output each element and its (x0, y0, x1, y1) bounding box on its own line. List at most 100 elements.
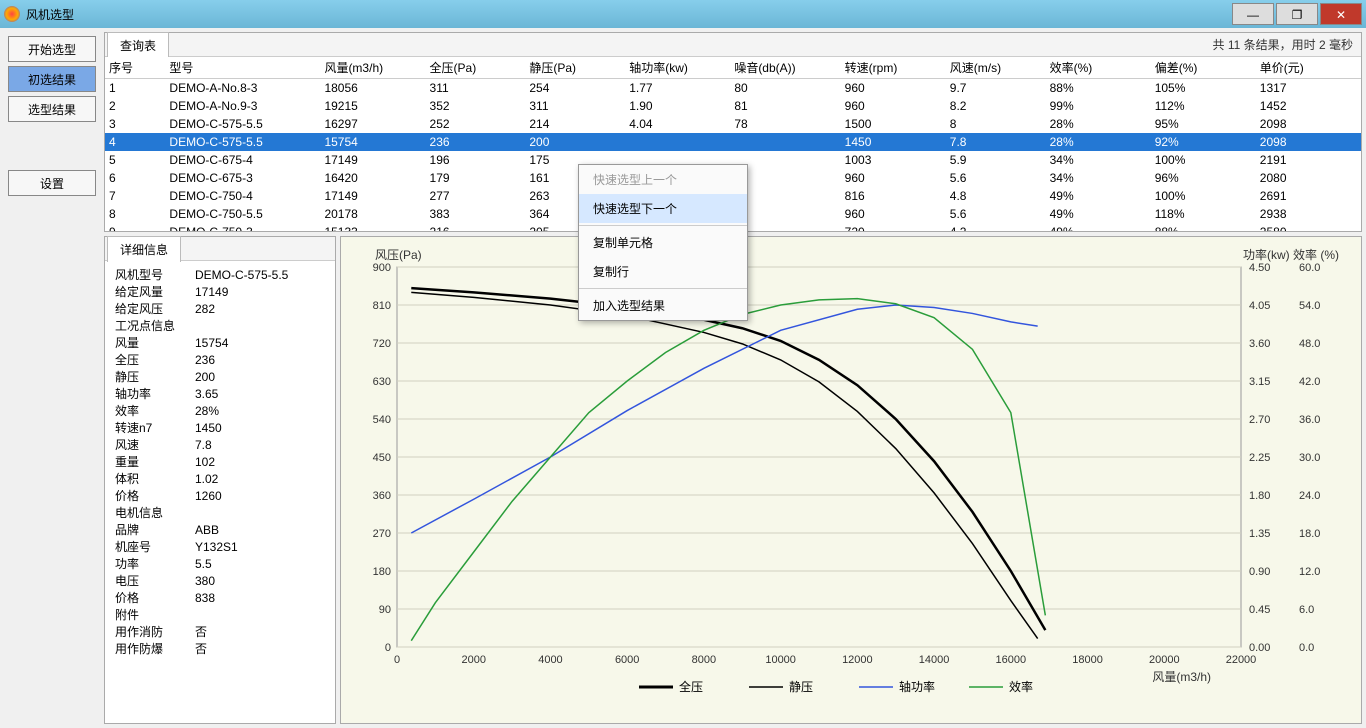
table-cell[interactable]: DEMO-C-575-5.5 (165, 133, 320, 151)
table-cell[interactable]: 15754 (320, 133, 425, 151)
table-cell[interactable]: 4.2 (946, 223, 1046, 231)
table-cell[interactable]: 19215 (320, 97, 425, 115)
col-header[interactable]: 噪音(db(A)) (730, 57, 840, 79)
table-cell[interactable]: 9.7 (946, 79, 1046, 98)
table-cell[interactable]: DEMO-C-750-5.5 (165, 205, 320, 223)
table-cell[interactable]: 236 (426, 133, 526, 151)
table-cell[interactable]: 49% (1046, 223, 1151, 231)
col-header[interactable]: 单价(元) (1256, 57, 1361, 79)
table-cell[interactable]: 105% (1151, 79, 1256, 98)
table-cell[interactable]: DEMO-C-575-5.5 (165, 115, 320, 133)
table-cell[interactable]: 15133 (320, 223, 425, 231)
query-tab[interactable]: 查询表 (107, 32, 169, 58)
table-cell[interactable]: 80 (730, 79, 840, 98)
table-cell[interactable]: 4 (105, 133, 165, 151)
table-cell[interactable]: 100% (1151, 187, 1256, 205)
table-cell[interactable]: 1 (105, 79, 165, 98)
table-cell[interactable]: 17149 (320, 151, 425, 169)
table-cell[interactable]: 96% (1151, 169, 1256, 187)
col-header[interactable]: 全压(Pa) (426, 57, 526, 79)
table-cell[interactable]: 18056 (320, 79, 425, 98)
table-cell[interactable]: 7 (105, 187, 165, 205)
context-menu-item[interactable]: 复制行 (579, 257, 747, 286)
table-cell[interactable]: 2 (105, 97, 165, 115)
col-header[interactable]: 序号 (105, 57, 165, 79)
table-cell[interactable]: 16297 (320, 115, 425, 133)
table-row[interactable]: 4DEMO-C-575-5.515754236200 14507.828%92%2… (105, 133, 1361, 151)
table-cell[interactable]: 88% (1046, 79, 1151, 98)
table-cell[interactable]: 49% (1046, 205, 1151, 223)
table-row[interactable]: 1DEMO-A-No.8-3180563112541.77809609.788%… (105, 79, 1361, 98)
table-cell[interactable]: 78 (730, 115, 840, 133)
table-cell[interactable]: 5.9 (946, 151, 1046, 169)
table-cell[interactable]: 92% (1151, 133, 1256, 151)
table-cell[interactable]: 5 (105, 151, 165, 169)
table-cell[interactable]: 17149 (320, 187, 425, 205)
table-cell[interactable]: 960 (841, 169, 946, 187)
table-cell[interactable]: 8.2 (946, 97, 1046, 115)
table-cell[interactable]: 2080 (1256, 169, 1361, 187)
table-cell[interactable]: 5.6 (946, 169, 1046, 187)
table-row[interactable]: 3DEMO-C-575-5.5162972522144.04781500828%… (105, 115, 1361, 133)
table-cell[interactable]: 4.8 (946, 187, 1046, 205)
table-cell[interactable]: DEMO-C-750-4 (165, 187, 320, 205)
table-cell[interactable]: DEMO-A-No.9-3 (165, 97, 320, 115)
prelim-results-button[interactable]: 初选结果 (8, 66, 96, 92)
table-cell[interactable]: 2098 (1256, 115, 1361, 133)
table-cell[interactable]: 6 (105, 169, 165, 187)
col-header[interactable]: 轴功率(kw) (625, 57, 730, 79)
context-menu-item[interactable]: 复制单元格 (579, 228, 747, 257)
table-cell[interactable] (625, 133, 730, 151)
table-cell[interactable] (730, 133, 840, 151)
table-cell[interactable]: 4.04 (625, 115, 730, 133)
table-cell[interactable]: 2098 (1256, 133, 1361, 151)
table-cell[interactable]: 118% (1151, 205, 1256, 223)
table-cell[interactable]: 88% (1151, 223, 1256, 231)
table-cell[interactable]: DEMO-A-No.8-3 (165, 79, 320, 98)
table-cell[interactable]: DEMO-C-750-3 (165, 223, 320, 231)
table-cell[interactable]: 49% (1046, 187, 1151, 205)
table-cell[interactable]: 2938 (1256, 205, 1361, 223)
table-cell[interactable]: 1450 (841, 133, 946, 151)
table-cell[interactable]: 2191 (1256, 151, 1361, 169)
table-cell[interactable]: 200 (525, 133, 625, 151)
table-cell[interactable]: 960 (841, 205, 946, 223)
minimize-button[interactable]: — (1232, 3, 1274, 25)
table-cell[interactable]: 352 (426, 97, 526, 115)
table-cell[interactable]: 7.8 (946, 133, 1046, 151)
table-cell[interactable]: 311 (426, 79, 526, 98)
table-cell[interactable]: 179 (426, 169, 526, 187)
table-cell[interactable]: 20178 (320, 205, 425, 223)
close-button[interactable]: ✕ (1320, 3, 1362, 25)
context-menu-item[interactable]: 快速选型下一个 (579, 194, 747, 223)
table-cell[interactable]: 9 (105, 223, 165, 231)
table-cell[interactable]: 277 (426, 187, 526, 205)
final-results-button[interactable]: 选型结果 (8, 96, 96, 122)
table-cell[interactable]: 196 (426, 151, 526, 169)
table-cell[interactable]: 2580 (1256, 223, 1361, 231)
table-cell[interactable]: DEMO-C-675-3 (165, 169, 320, 187)
table-cell[interactable]: 1452 (1256, 97, 1361, 115)
table-cell[interactable]: 8 (946, 115, 1046, 133)
table-cell[interactable]: 34% (1046, 151, 1151, 169)
table-cell[interactable]: 1.90 (625, 97, 730, 115)
table-cell[interactable]: 3 (105, 115, 165, 133)
table-cell[interactable]: 16420 (320, 169, 425, 187)
table-cell[interactable]: 81 (730, 97, 840, 115)
table-cell[interactable]: 28% (1046, 115, 1151, 133)
table-cell[interactable]: 216 (426, 223, 526, 231)
table-cell[interactable]: 254 (525, 79, 625, 98)
table-cell[interactable]: 1003 (841, 151, 946, 169)
table-cell[interactable]: 28% (1046, 133, 1151, 151)
col-header[interactable]: 静压(Pa) (525, 57, 625, 79)
table-cell[interactable]: 2691 (1256, 187, 1361, 205)
col-header[interactable]: 风量(m3/h) (320, 57, 425, 79)
detail-tab[interactable]: 详细信息 (107, 236, 181, 262)
table-row[interactable]: 2DEMO-A-No.9-3192153523111.90819608.299%… (105, 97, 1361, 115)
col-header[interactable]: 偏差(%) (1151, 57, 1256, 79)
table-cell[interactable]: 383 (426, 205, 526, 223)
table-cell[interactable]: 816 (841, 187, 946, 205)
table-cell[interactable]: 252 (426, 115, 526, 133)
col-header[interactable]: 效率(%) (1046, 57, 1151, 79)
col-header[interactable]: 风速(m/s) (946, 57, 1046, 79)
